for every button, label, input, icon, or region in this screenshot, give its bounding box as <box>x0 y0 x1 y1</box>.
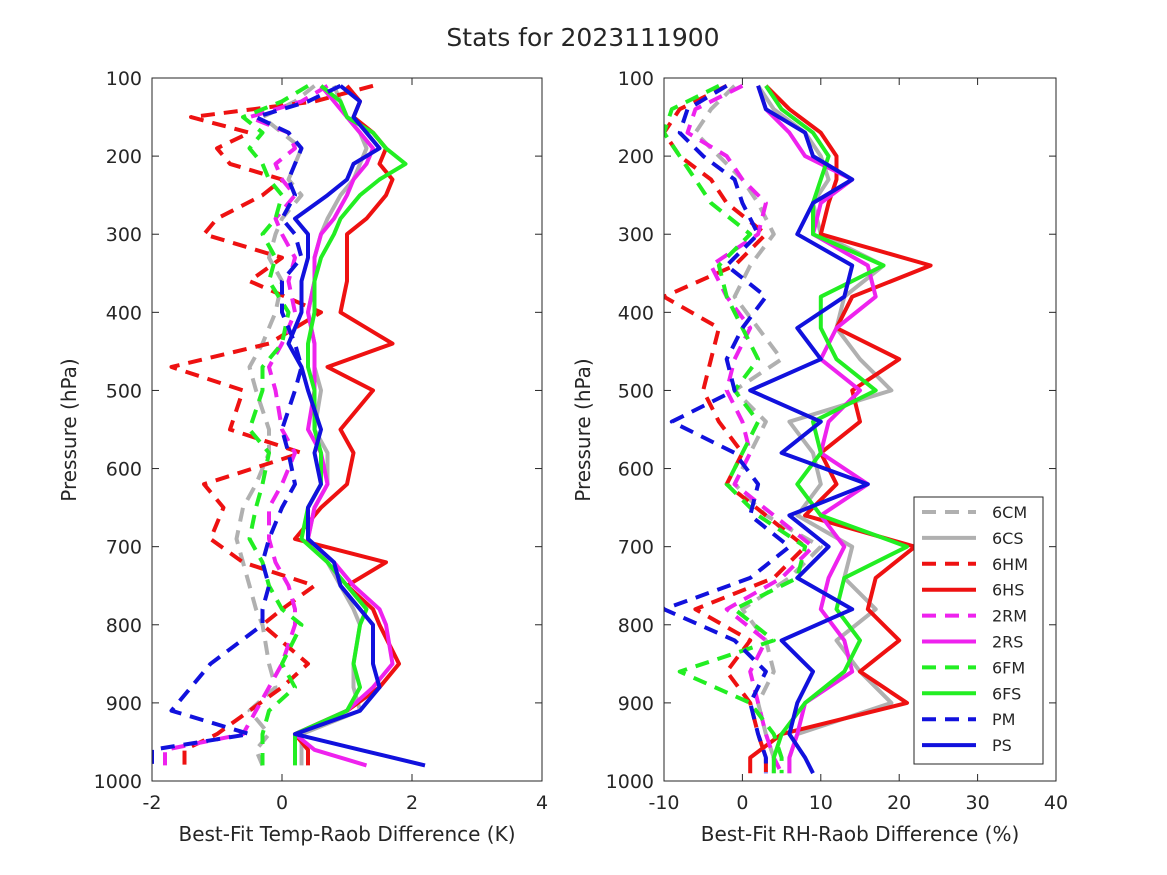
rh-ytick-label: 500 <box>618 380 654 402</box>
figure-title: Stats for 2023111900 <box>446 23 719 52</box>
rh-xtick-label: 30 <box>966 792 990 814</box>
temp-series-pm <box>152 83 342 766</box>
temp-xtick-label: 4 <box>536 792 548 814</box>
legend-label-6hs: 6HS <box>992 581 1024 600</box>
temp-series-6fm <box>241 84 310 766</box>
rh-ytick-label: 400 <box>618 302 654 324</box>
legend-label-6fm: 6FM <box>992 658 1025 677</box>
rh-ylabel: Pressure (hPa) <box>571 358 595 501</box>
temp-panel: -2 0 2 4 100 200 300 400 500 600 700 800 900 1000 Bes… <box>57 68 548 846</box>
rh-series-6hs <box>748 84 933 774</box>
rh-xtick-label: 40 <box>1044 792 1068 814</box>
legend-label-2rs: 2RS <box>992 633 1023 652</box>
temp-ticks: -2 0 2 4 100 200 300 400 500 600 700 800 900 1000 <box>94 68 548 814</box>
temp-ytick-label: 900 <box>106 693 142 715</box>
temp-ytick-label: 100 <box>106 68 142 90</box>
temp-ylabel: Pressure (hPa) <box>57 358 81 501</box>
temp-ytick-label: 800 <box>106 615 142 637</box>
legend-label-ps: PS <box>992 736 1012 755</box>
rh-xlabel: Best-Fit RH-Raob Difference (%) <box>701 822 1020 846</box>
temp-xlabel: Best-Fit Temp-Raob Difference (K) <box>178 822 515 846</box>
rh-ytick-label: 1000 <box>606 771 654 793</box>
rh-xtick-label: -10 <box>648 792 679 814</box>
rh-panel: -10 0 10 20 30 40 100 200 300 400 500 600 700 800 900 1… <box>571 68 1068 846</box>
rh-ytick-label: 800 <box>618 615 654 637</box>
temp-series-6hm <box>169 83 374 766</box>
rh-ytick-label: 300 <box>618 224 654 246</box>
temp-ytick-label: 200 <box>106 146 142 168</box>
temp-xtick-label: 2 <box>406 792 418 814</box>
rh-series-group <box>664 84 933 775</box>
temp-axes-box <box>151 77 543 782</box>
legend-label-6cm: 6CM <box>992 503 1027 522</box>
temp-ytick-label: 300 <box>106 224 142 246</box>
temp-ytick-label: 1000 <box>94 771 142 793</box>
rh-series-pm <box>664 84 792 774</box>
rh-series-2rm <box>685 84 815 775</box>
temp-ytick-label: 600 <box>106 459 142 481</box>
rh-ytick-label: 900 <box>618 693 654 715</box>
temp-series-ps <box>286 84 426 768</box>
rh-axes-box <box>663 77 1057 782</box>
temp-ytick-label: 400 <box>106 302 142 324</box>
legend-label-6hm: 6HM <box>992 555 1028 574</box>
rh-xtick-label: 20 <box>887 792 911 814</box>
temp-xtick-label: -2 <box>143 792 162 814</box>
legend-label-6fs: 6FS <box>992 684 1021 703</box>
legend-label-2rm: 2RM <box>992 607 1027 626</box>
legend-items: 6CM 6CS 6HM 6HS 2RM 2RS 6FM 6FS PM PS <box>922 503 1028 755</box>
temp-ytick-label: 500 <box>106 380 142 402</box>
rh-ticks: -10 0 10 20 30 40 100 200 300 400 500 600 700 800 900 1… <box>606 68 1068 814</box>
temp-xtick-label: 0 <box>276 792 288 814</box>
temp-series-group <box>152 83 426 768</box>
rh-ytick-label: 600 <box>618 459 654 481</box>
temp-ytick-label: 700 <box>106 537 142 559</box>
legend-label-6cs: 6CS <box>992 529 1024 548</box>
rh-series-6fs <box>764 84 909 774</box>
rh-series-6fm <box>664 84 808 774</box>
rh-xtick-label: 10 <box>809 792 833 814</box>
rh-series-ps <box>748 85 870 775</box>
temp-series-6hs <box>293 84 401 766</box>
rh-xtick-label: 0 <box>736 792 748 814</box>
temp-series-2rm <box>163 84 329 766</box>
rh-ytick-label: 200 <box>618 146 654 168</box>
legend-label-pm: PM <box>992 710 1015 729</box>
legend: 6CM 6CS 6HM 6HS 2RM 2RS 6FM 6FS PM PS <box>913 496 1044 765</box>
rh-series-6hm <box>664 84 808 774</box>
rh-ytick-label: 100 <box>618 68 654 90</box>
temp-series-6fs <box>293 84 408 766</box>
rh-ytick-label: 700 <box>618 537 654 559</box>
